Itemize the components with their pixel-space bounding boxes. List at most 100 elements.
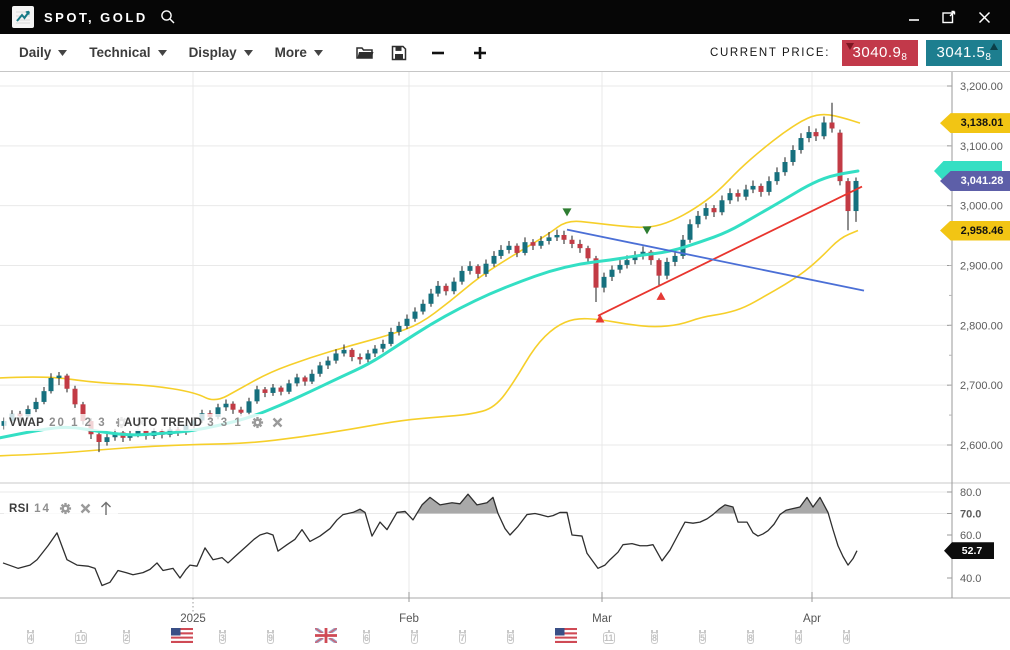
calendar-icon: 4	[843, 632, 851, 644]
bollinger-upper-line	[0, 113, 861, 401]
close-icon[interactable]	[80, 503, 91, 514]
bid-price-badge: 3040.9 8	[842, 39, 918, 66]
us-news-event[interactable]	[171, 628, 193, 648]
calendar-event-icon[interactable]: 8	[747, 628, 755, 646]
gear-icon[interactable]	[251, 416, 264, 429]
bollinger-upper-axis-badge: 3,138.01	[940, 113, 1010, 134]
svg-text:80.0: 80.0	[960, 487, 981, 499]
calendar-event-icon[interactable]: 4	[843, 628, 851, 646]
svg-text:70.0: 70.0	[960, 509, 981, 521]
rsi-value-axis-badge: 52.7	[944, 542, 994, 560]
close-icon[interactable]	[272, 417, 283, 428]
more-menu-label: More	[274, 45, 307, 60]
calendar-event-icon[interactable]: 4	[27, 628, 35, 646]
svg-text:2,700.00: 2,700.00	[960, 380, 1003, 392]
last-price-axis-badge: 3,041.28	[940, 170, 1010, 191]
sell-signal-icon	[562, 208, 572, 217]
rsi-indicator-chip: RSI 14	[4, 499, 118, 518]
arrow-up-icon	[990, 42, 998, 50]
month-label: Feb	[399, 613, 419, 625]
close-button[interactable]	[975, 8, 994, 27]
calendar-icon: 4	[795, 632, 803, 644]
month-label: Mar	[592, 613, 612, 625]
rsi-label: RSI	[9, 502, 30, 515]
calendar-icon: 7	[411, 632, 419, 644]
window-controls	[905, 7, 998, 27]
svg-text:60.0: 60.0	[960, 530, 981, 542]
open-folder-icon[interactable]	[348, 41, 383, 64]
gear-icon[interactable]	[59, 502, 72, 515]
flag-gb-icon	[314, 626, 338, 645]
symbol-title: SPOT, GOLD	[44, 9, 148, 25]
month-label: 2025	[180, 613, 206, 625]
uptrend-line	[597, 185, 863, 317]
calendar-icon: 2	[123, 632, 131, 644]
popout-window-button[interactable]	[939, 7, 959, 27]
sell-signal-icon	[642, 226, 652, 235]
svg-text:3,000.00: 3,000.00	[960, 201, 1003, 213]
calendar-icon: 4	[27, 632, 35, 644]
display-menu[interactable]: Display	[178, 39, 264, 66]
calendar-event-icon[interactable]: 9	[267, 628, 275, 646]
calendar-icon: 8	[747, 632, 755, 644]
calendar-event-icon[interactable]: 4	[795, 628, 803, 646]
price-chart-canvas[interactable]: 3,200.00 3,100.00 3,000.00 2,900.00 2,800.00…	[0, 72, 1010, 650]
collapse-panel-arrow-icon[interactable]	[99, 501, 113, 516]
bid-price-subdigit: 8	[901, 51, 908, 63]
time-axis-month-labels: 2025 Feb Mar Apr	[180, 592, 821, 625]
bollinger-lower-axis-badge: 2,958.46	[940, 220, 1010, 241]
bid-price-value: 3040.9	[852, 44, 902, 61]
calendar-event-icon[interactable]: 6	[363, 628, 371, 646]
calendar-icon: 9	[267, 632, 275, 644]
more-menu[interactable]: More	[264, 39, 334, 66]
calendar-event-icon[interactable]: 7	[411, 628, 419, 646]
chart-area: 3,200.00 3,100.00 3,000.00 2,900.00 2,800.00…	[0, 72, 1010, 650]
calendar-icon: 3	[219, 632, 227, 644]
title-bar: SPOT, GOLD	[0, 0, 1010, 34]
svg-text:3,100.00: 3,100.00	[960, 141, 1003, 153]
month-label: Apr	[803, 613, 821, 625]
autotrend-params: 3 3 1	[207, 416, 243, 429]
calendar-event-icon[interactable]: 2	[123, 628, 131, 646]
calendar-event-icon[interactable]: 8	[651, 628, 659, 646]
calendar-event-icon[interactable]: 5	[699, 628, 707, 646]
autotrend-indicator-chip: AUTO TREND 3 3 1	[119, 414, 288, 431]
calendar-event-icon[interactable]: 11	[603, 628, 615, 646]
trade-signal-markers	[562, 208, 666, 323]
ask-price-badge: 3041.5 8	[926, 39, 1002, 66]
calendar-icon: 5	[507, 632, 515, 644]
flag-us-icon	[171, 628, 193, 644]
technical-menu[interactable]: Technical	[78, 39, 177, 66]
current-price-label: CURRENT PRICE:	[710, 46, 830, 59]
zoom-in-icon[interactable]	[463, 40, 497, 66]
display-menu-label: Display	[188, 45, 237, 60]
ask-price-subdigit: 8	[985, 51, 992, 63]
calendar-icon: 11	[603, 632, 615, 644]
us-news-event[interactable]	[555, 628, 577, 648]
app-logo-icon	[12, 6, 34, 28]
save-icon[interactable]	[383, 41, 415, 65]
calendar-event-icon[interactable]: 5	[507, 628, 515, 646]
vwap-label: VWAP	[9, 416, 45, 429]
grid-lines	[0, 72, 952, 598]
candlestick-series	[1, 102, 859, 453]
calendar-event-icon[interactable]: 3	[219, 628, 227, 646]
calendar-event-icon[interactable]: 10	[75, 628, 88, 646]
zoom-out-icon[interactable]	[421, 40, 455, 66]
rsi-line	[2, 493, 858, 587]
minimize-button[interactable]	[905, 8, 923, 26]
timeframe-menu-label: Daily	[19, 45, 52, 60]
svg-text:2,800.00: 2,800.00	[960, 320, 1003, 332]
calendar-icon: 10	[75, 632, 88, 644]
search-icon[interactable]	[158, 7, 178, 27]
uk-news-event[interactable]	[314, 626, 338, 648]
svg-text:2,900.00: 2,900.00	[960, 260, 1003, 272]
svg-text:3,200.00: 3,200.00	[960, 81, 1003, 93]
timeframe-menu[interactable]: Daily	[8, 39, 78, 66]
arrow-down-icon	[846, 42, 854, 50]
calendar-icon: 6	[363, 632, 371, 644]
calendar-event-icon[interactable]: 7	[459, 628, 467, 646]
ask-price-value: 3041.5	[936, 44, 986, 61]
calendar-icon: 8	[651, 632, 659, 644]
